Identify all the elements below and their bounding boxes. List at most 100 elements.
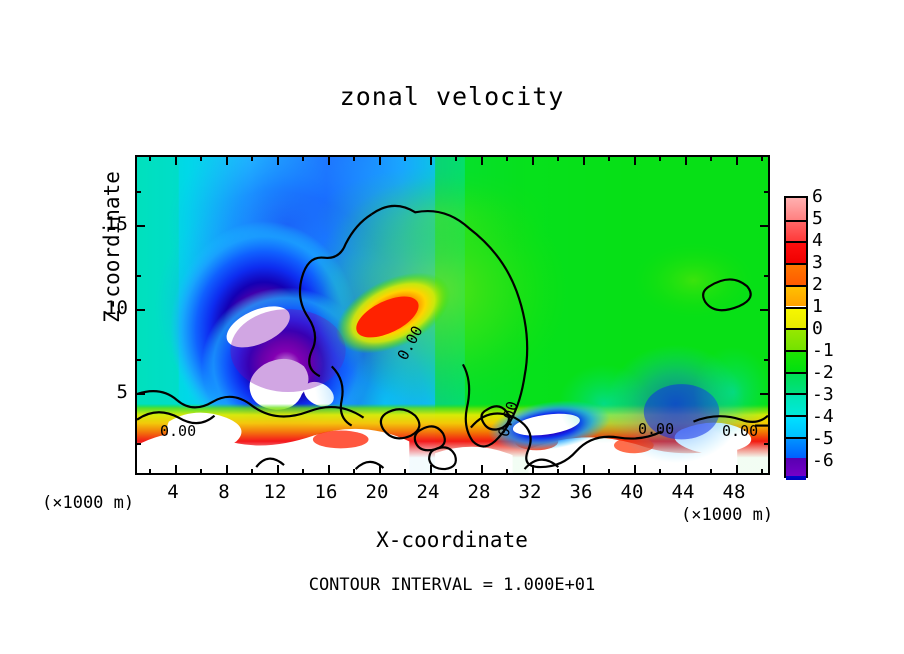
colorbar-label: 3 — [812, 252, 823, 273]
x-tick-major — [685, 465, 687, 473]
x-tick-top-minor — [200, 157, 202, 161]
x-tick-top-minor — [557, 157, 559, 161]
colorbar-divider — [786, 393, 806, 396]
colorbar-label: 5 — [812, 208, 823, 229]
colorbar-segment — [786, 415, 806, 437]
x-tick-major — [226, 465, 228, 473]
x-tick-minor — [557, 469, 559, 473]
colorbar-label: -1 — [812, 340, 834, 361]
y-tick-minor — [137, 275, 141, 277]
x-tick-top-major — [685, 157, 687, 165]
colorbar-label: 1 — [812, 296, 823, 317]
x-tick-major — [175, 465, 177, 473]
x-tick-label: 44 — [671, 481, 695, 503]
colorbar-segment — [786, 349, 806, 372]
x-tick-minor — [455, 469, 457, 473]
x-tick-top-major — [532, 157, 534, 165]
x-tick-top-minor — [404, 157, 406, 161]
x-tick-major — [634, 465, 636, 473]
y-tick-right-minor — [764, 275, 768, 277]
colorbar-segment — [786, 241, 806, 264]
x-tick-top-major — [175, 157, 177, 165]
contour-label: 0.00 — [638, 420, 675, 438]
colorbar-segment — [786, 328, 806, 350]
x-tick-top-minor — [302, 157, 304, 161]
x-tick-minor — [302, 469, 304, 473]
colorbar-segment-min — [786, 458, 806, 476]
x-tick-top-minor — [659, 157, 661, 161]
x-tick-major — [736, 465, 738, 473]
x-tick-major — [328, 465, 330, 473]
x-tick-label: 16 — [314, 481, 338, 503]
x-tick-major — [430, 465, 432, 473]
x-tick-minor — [659, 469, 661, 473]
x-tick-label: 28 — [467, 481, 491, 503]
x-tick-top-major — [583, 157, 585, 165]
x-tick-top-major — [481, 157, 483, 165]
colorbar-divider — [786, 415, 806, 417]
x-tick-top-major — [736, 157, 738, 165]
x-tick-label: 36 — [569, 481, 593, 503]
colorbar-divider — [786, 284, 806, 287]
x-tick-top-minor — [353, 157, 355, 161]
x-tick-top-minor — [251, 157, 253, 161]
y-tick-right-major — [760, 225, 768, 227]
x-tick-top-minor — [149, 157, 151, 161]
x-tick-label: 24 — [416, 481, 440, 503]
y-tick-right-major — [760, 309, 768, 311]
colorbar-divider — [786, 328, 806, 331]
x-tick-top-major — [328, 157, 330, 165]
y-tick-minor — [137, 191, 141, 193]
x-tick-label: 32 — [518, 481, 542, 503]
x-tick-minor — [404, 469, 406, 473]
y-tick-major — [137, 225, 145, 227]
x-tick-top-minor — [506, 157, 508, 161]
x-tick-top-minor — [455, 157, 457, 161]
colorbar-label: -5 — [812, 428, 834, 449]
colorbar-segment — [786, 393, 806, 415]
colorbar-divider — [786, 241, 806, 244]
colorbar-label: -4 — [812, 406, 834, 427]
colorbar-segment — [786, 436, 806, 459]
y-tick-label: 5 — [116, 381, 128, 403]
x-tick-label: 4 — [167, 481, 179, 503]
x-tick-top-minor — [710, 157, 712, 161]
chart-title: zonal velocity — [339, 82, 565, 111]
colorbar-divider — [786, 306, 806, 309]
x-tick-minor — [761, 469, 763, 473]
x-tick-label: 8 — [218, 481, 230, 503]
y-tick-right-minor — [764, 443, 768, 445]
contour-label: 0.00 — [722, 422, 759, 440]
colorbar-divider — [786, 219, 806, 222]
x-tick-minor — [251, 469, 253, 473]
colorbar-label: 6 — [812, 186, 823, 207]
y-tick-right-minor — [764, 359, 768, 361]
colorbar-divider — [786, 371, 806, 374]
x-axis-unit: (×1000 m) — [681, 505, 774, 525]
x-tick-minor — [506, 469, 508, 473]
x-tick-top-major — [226, 157, 228, 165]
colorbar-segment — [786, 263, 806, 285]
y-axis-unit: (×1000 m) — [42, 493, 135, 513]
y-tick-major — [137, 309, 145, 311]
x-tick-minor — [200, 469, 202, 473]
colorbar-label: -2 — [812, 362, 834, 383]
y-tick-right-minor — [764, 191, 768, 193]
x-tick-minor — [149, 469, 151, 473]
x-tick-minor — [608, 469, 610, 473]
colorbar-segment — [786, 284, 806, 307]
colorbar-label: -6 — [812, 450, 834, 471]
x-tick-minor — [353, 469, 355, 473]
x-tick-top-major — [634, 157, 636, 165]
y-axis-label: Z-coordinate — [100, 171, 124, 323]
colorbar-divider — [786, 263, 806, 266]
x-tick-minor — [710, 469, 712, 473]
colorbar-label: 4 — [812, 230, 823, 251]
x-tick-top-major — [277, 157, 279, 165]
colorbar-segment — [786, 306, 806, 329]
x-axis-label: X-coordinate — [376, 528, 528, 552]
y-tick-right-major — [760, 393, 768, 395]
x-tick-major — [532, 465, 534, 473]
colorbar-segment — [786, 219, 806, 242]
x-tick-label: 40 — [620, 481, 644, 503]
